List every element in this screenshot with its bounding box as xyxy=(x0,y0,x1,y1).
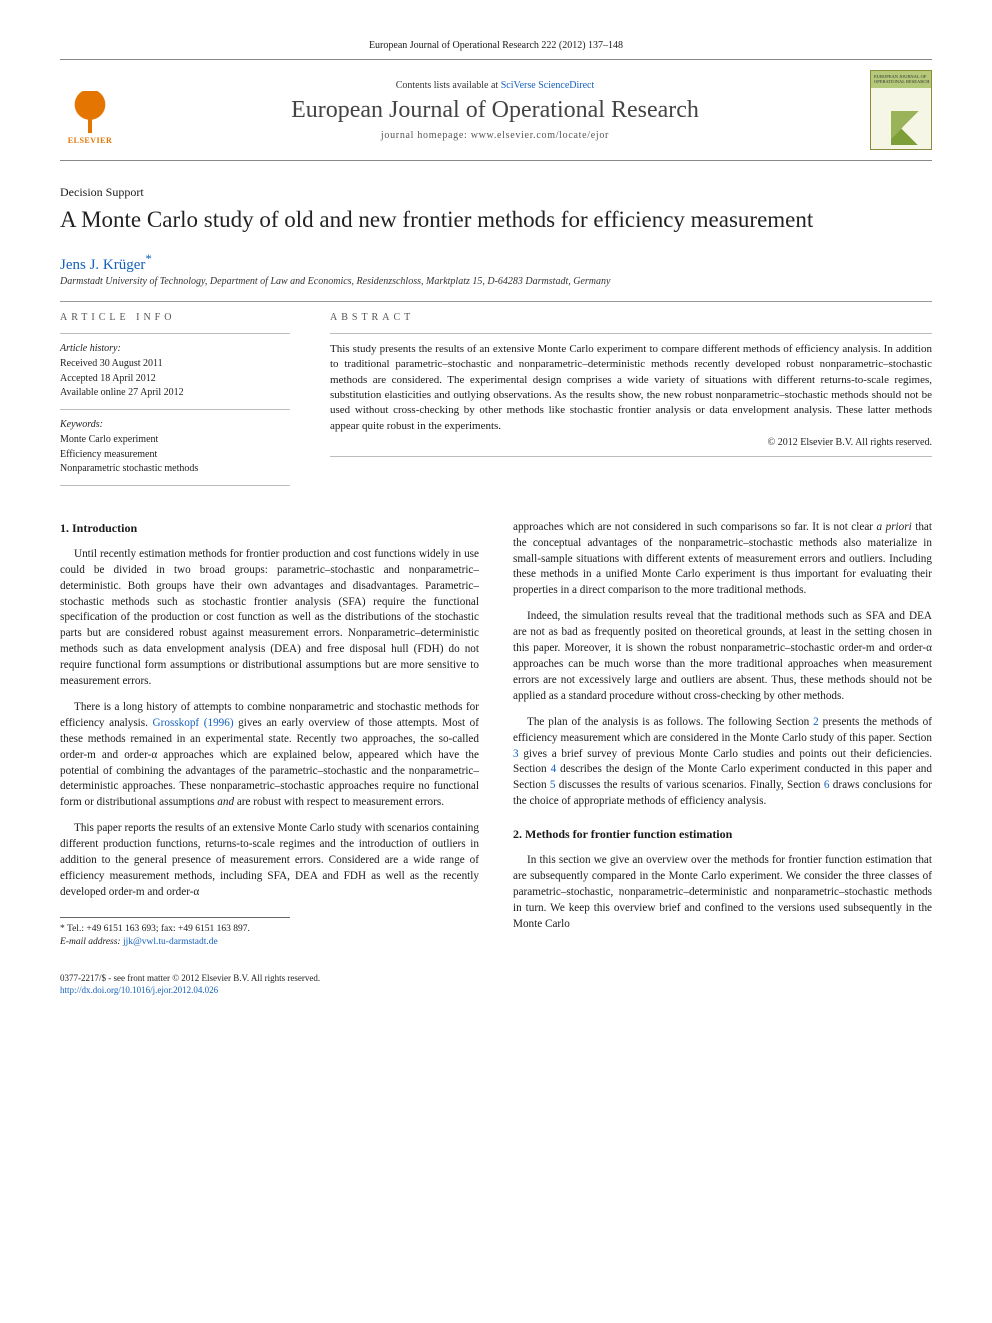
info-divider xyxy=(60,485,290,486)
abstract-heading: ABSTRACT xyxy=(330,312,932,323)
info-abstract-row: ARTICLE INFO Article history: Received 3… xyxy=(60,312,932,494)
history-received: Received 30 August 2011 xyxy=(60,358,163,369)
ref-grosskopf-1996[interactable]: Grosskopf (1996) xyxy=(153,717,234,729)
article-body: 1. Introduction Until recently estimatio… xyxy=(60,520,932,950)
author-corresponding-star: * xyxy=(145,251,152,266)
journal-header-box: ELSEVIER Contents lists available at Sci… xyxy=(60,59,932,161)
abstract-text: This study presents the results of an ex… xyxy=(330,342,932,434)
elsevier-tree-icon xyxy=(70,91,110,136)
abstract-column: ABSTRACT This study presents the results… xyxy=(330,312,932,494)
keyword: Efficiency measurement xyxy=(60,449,157,460)
article-history: Article history: Received 30 August 2011… xyxy=(60,342,290,401)
p4a: approaches which are not considered in s… xyxy=(513,521,877,533)
doi-link[interactable]: http://dx.doi.org/10.1016/j.ejor.2012.04… xyxy=(60,985,218,995)
keywords-block: Keywords: Monte Carlo experiment Efficie… xyxy=(60,418,290,477)
keyword: Nonparametric stochastic methods xyxy=(60,463,198,474)
elsevier-logo: ELSEVIER xyxy=(60,75,120,145)
p6a: The plan of the analysis is as follows. … xyxy=(527,716,813,728)
p2-and-ital: and xyxy=(217,796,234,808)
info-divider xyxy=(60,409,290,410)
article-section-label: Decision Support xyxy=(60,185,932,200)
citation-header: European Journal of Operational Research… xyxy=(60,40,932,51)
page-footer: 0377-2217/$ - see front matter © 2012 El… xyxy=(60,972,932,996)
section-2-p1: In this section we give an overview over… xyxy=(513,853,932,933)
article-title: A Monte Carlo study of old and new front… xyxy=(60,206,932,235)
divider xyxy=(60,301,932,302)
sciencedirect-link[interactable]: SciVerse ScienceDirect xyxy=(501,80,595,91)
p2b: gives an early overview of those attempt… xyxy=(60,717,479,809)
homepage-url: www.elsevier.com/locate/ejor xyxy=(471,130,609,141)
contents-prefix: Contents lists available at xyxy=(396,80,501,91)
p6e: discusses the results of various scenari… xyxy=(555,779,823,791)
elsevier-logo-label: ELSEVIER xyxy=(68,136,112,145)
intro-p5: Indeed, the simulation results reveal th… xyxy=(513,609,932,704)
footnote-tel: * Tel.: +49 6151 163 693; fax: +49 6151 … xyxy=(60,923,290,936)
abstract-divider xyxy=(330,456,932,457)
history-online: Available online 27 April 2012 xyxy=(60,387,184,398)
intro-p2: There is a long history of attempts to c… xyxy=(60,700,479,811)
article-info-heading: ARTICLE INFO xyxy=(60,312,290,323)
intro-p6: The plan of the analysis is as follows. … xyxy=(513,715,932,810)
footnote-email-link[interactable]: jjk@vwl.tu-darmstadt.de xyxy=(123,937,218,947)
footnote-email-label: E-mail address: xyxy=(60,937,121,947)
section-2-heading: 2. Methods for frontier function estimat… xyxy=(513,826,932,843)
keywords-label: Keywords: xyxy=(60,418,290,433)
journal-center: Contents lists available at SciVerse Sci… xyxy=(134,80,856,141)
intro-p4: approaches which are not considered in s… xyxy=(513,520,932,600)
corresponding-footnote: * Tel.: +49 6151 163 693; fax: +49 6151 … xyxy=(60,917,290,950)
author-link[interactable]: Jens J. Krüger xyxy=(60,257,145,273)
intro-p1: Until recently estimation methods for fr… xyxy=(60,547,479,690)
author-affiliation: Darmstadt University of Technology, Depa… xyxy=(60,276,932,287)
p4-apriori: a priori xyxy=(877,521,912,533)
contents-available-line: Contents lists available at SciVerse Sci… xyxy=(134,80,856,91)
homepage-prefix: journal homepage: xyxy=(381,130,471,141)
history-label: Article history: xyxy=(60,342,290,357)
keyword: Monte Carlo experiment xyxy=(60,434,158,445)
article-info-column: ARTICLE INFO Article history: Received 3… xyxy=(60,312,290,494)
abstract-divider xyxy=(330,333,932,334)
journal-title: European Journal of Operational Research xyxy=(134,97,856,124)
journal-cover-thumbnail xyxy=(870,70,932,150)
p2c: are robust with respect to measurement e… xyxy=(234,796,444,808)
history-accepted: Accepted 18 April 2012 xyxy=(60,373,156,384)
section-1-heading: 1. Introduction xyxy=(60,520,479,537)
journal-homepage: journal homepage: www.elsevier.com/locat… xyxy=(134,130,856,141)
info-divider xyxy=(60,333,290,334)
abstract-copyright: © 2012 Elsevier B.V. All rights reserved… xyxy=(330,437,932,448)
author-line: Jens J. Krüger* xyxy=(60,251,932,274)
intro-p3: This paper reports the results of an ext… xyxy=(60,821,479,901)
issn-line: 0377-2217/$ - see front matter © 2012 El… xyxy=(60,972,932,984)
